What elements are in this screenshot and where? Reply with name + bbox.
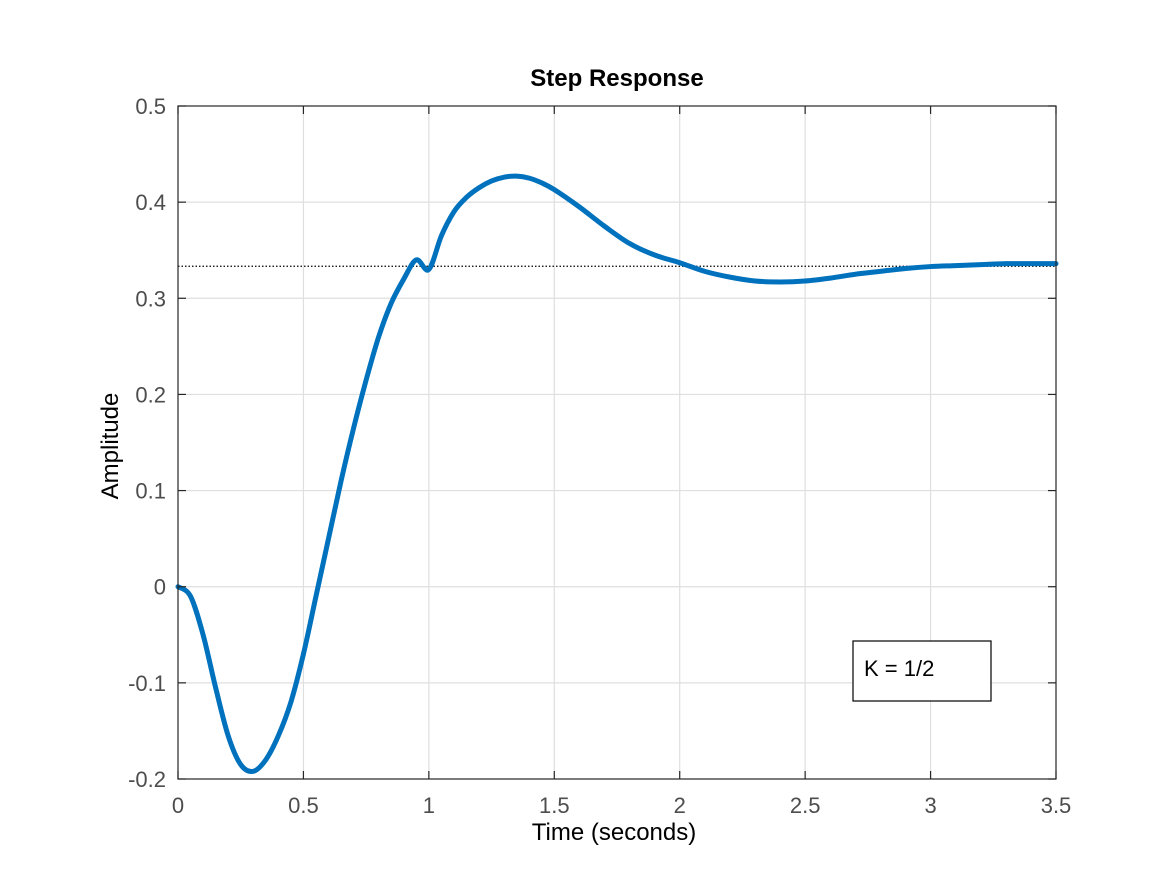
series-group (175, 173, 1059, 774)
annotation-text: K = 1/2 (864, 656, 934, 681)
plot-frame (177, 105, 1057, 780)
y-tick-label: 0.2 (135, 382, 166, 407)
y-tick-label: 0 (154, 575, 166, 600)
y-axis-label: Amplitude (97, 393, 124, 500)
x-tick-label: 3.5 (1041, 793, 1072, 818)
annotation-box: K = 1/2 (852, 640, 992, 702)
y-tick-label: 0.5 (135, 94, 166, 119)
y-tick-label: 0.1 (135, 479, 166, 504)
x-tick-label: 2 (674, 793, 686, 818)
x-tick-label: 0 (172, 793, 184, 818)
y-tick-label: -0.2 (128, 767, 166, 792)
x-tick-label: 1 (423, 793, 435, 818)
x-tick-label: 2.5 (790, 793, 821, 818)
annotation-frame (852, 640, 992, 702)
y-tick-label: 0.3 (135, 286, 166, 311)
ticks (177, 105, 1057, 780)
x-axis-label: Time (seconds) (532, 819, 696, 846)
x-tick-label: 3 (924, 793, 936, 818)
step-response-series-line (175, 173, 1059, 774)
x-tick-label: 0.5 (288, 793, 319, 818)
x-tick-label: 1.5 (539, 793, 570, 818)
tick-labels: 0 0.5 1 1.5 2 2.5 3 3.5 -0.2 -0.1 0 0.1 0.2 0.3 0.4 0.5 (128, 94, 1071, 818)
y-tick-label: 0.4 (135, 190, 166, 215)
chart-title: Step Response (530, 65, 703, 92)
y-tick-label: -0.1 (128, 671, 166, 696)
